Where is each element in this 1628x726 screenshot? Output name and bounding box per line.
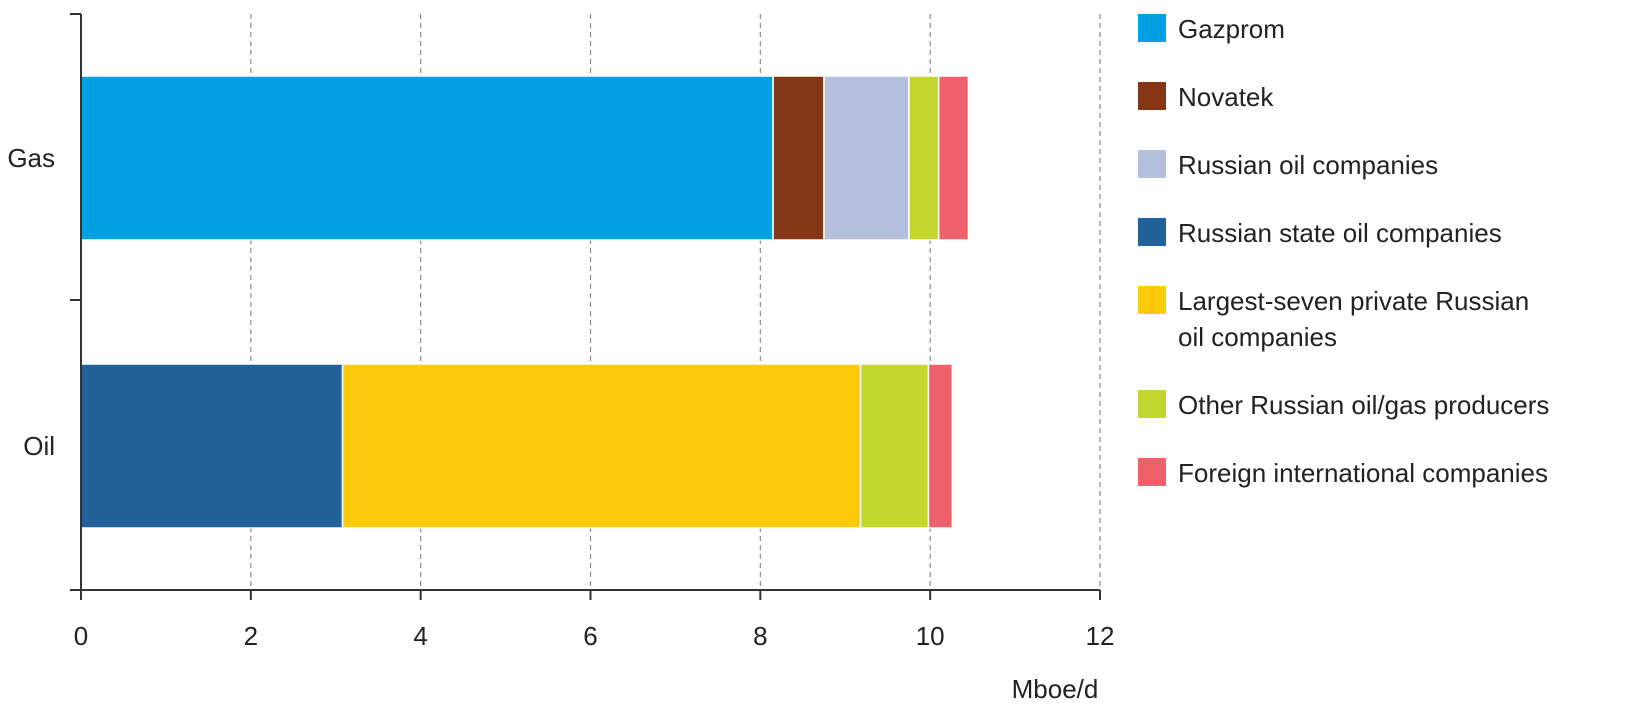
x-tick-label: 2: [244, 621, 258, 651]
category-label: Oil: [23, 431, 55, 461]
bars: [80, 75, 970, 529]
bar-segment: [937, 75, 970, 241]
bar-segment: [859, 363, 930, 529]
legend-label: Gazprom: [1178, 14, 1285, 44]
legend-label: oil companies: [1178, 322, 1337, 352]
axes: [70, 13, 1100, 591]
bar-segment: [772, 75, 825, 241]
bar-segment: [908, 75, 940, 241]
bar-segment: [80, 75, 774, 241]
legend-label: Novatek: [1178, 82, 1274, 112]
legend-swatch: [1138, 82, 1166, 110]
x-tick-label: 10: [916, 621, 945, 651]
legend-swatch: [1138, 14, 1166, 42]
legend-swatch: [1138, 218, 1166, 246]
bar-segment: [80, 363, 344, 529]
bar-segment: [823, 75, 910, 241]
x-ticks: 0 2 4 6 8 10 12: [74, 590, 1115, 651]
legend-label: Largest-seven private Russian: [1178, 286, 1529, 316]
legend-label: Other Russian oil/gas producers: [1178, 390, 1549, 420]
x-tick-label: 0: [74, 621, 88, 651]
legend-swatch: [1138, 286, 1166, 314]
legend-swatch: [1138, 390, 1166, 418]
bar-segment: [341, 363, 862, 529]
category-labels: Gas Oil: [7, 143, 55, 461]
legend: Gazprom Novatek Russian oil companies Russi…: [1138, 14, 1549, 488]
legend-label: Russian state oil companies: [1178, 218, 1502, 248]
legend-swatch: [1138, 150, 1166, 178]
x-tick-label: 12: [1086, 621, 1115, 651]
legend-label: Russian oil companies: [1178, 150, 1438, 180]
legend-swatch: [1138, 458, 1166, 486]
category-label: Gas: [7, 143, 55, 173]
x-tick-label: 4: [413, 621, 427, 651]
legend-label: Foreign international companies: [1178, 458, 1548, 488]
x-axis-label: Mboe/d: [1012, 674, 1099, 704]
x-tick-label: 6: [583, 621, 597, 651]
x-tick-label: 8: [753, 621, 767, 651]
bar-segment: [927, 363, 953, 529]
